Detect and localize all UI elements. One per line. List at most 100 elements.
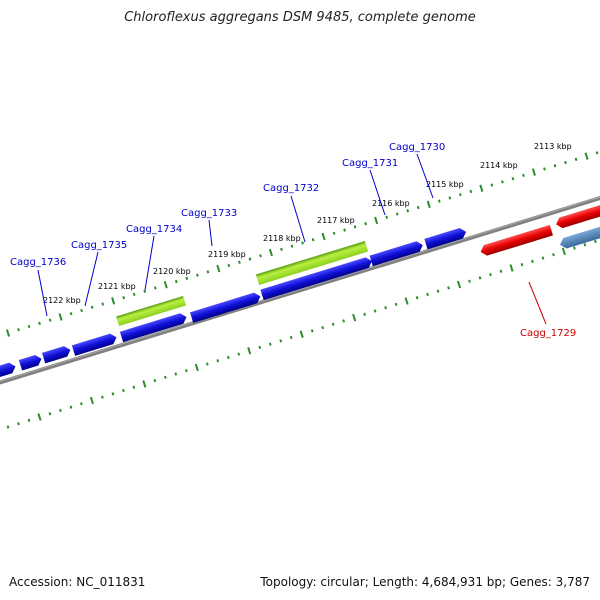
minor-tick: [406, 209, 410, 213]
accession-text: Accession: NC_011831: [9, 575, 146, 589]
minor-tick: [111, 392, 115, 396]
minor-tick: [499, 269, 503, 273]
major-tick: [58, 313, 63, 321]
minor-tick: [185, 276, 189, 280]
major-tick: [89, 396, 94, 405]
minor-tick: [48, 412, 52, 416]
minor-tick: [415, 296, 419, 300]
gene-label-cagg-1734: Cagg_1734: [126, 224, 182, 235]
major-tick: [404, 297, 409, 305]
minor-tick: [27, 324, 31, 329]
major-tick: [194, 363, 199, 372]
minor-tick: [543, 167, 546, 171]
minor-tick: [216, 359, 220, 363]
gene-label-cagg-1731: Cagg_1731: [342, 158, 398, 169]
minor-tick: [583, 243, 587, 247]
minor-tick: [385, 215, 389, 219]
major-tick: [531, 168, 536, 176]
minor-tick: [394, 302, 398, 306]
leader-cagg-1736: [37, 269, 48, 317]
minor-tick: [541, 256, 545, 260]
gene-label-cagg-1735: Cagg_1735: [71, 240, 127, 251]
major-tick: [142, 380, 147, 388]
minor-tick: [195, 273, 199, 277]
minor-tick: [573, 246, 576, 250]
gene-arrow: [369, 241, 423, 267]
leader-cagg-1731: [369, 169, 386, 216]
minor-tick: [331, 322, 335, 326]
minor-tick: [280, 247, 283, 251]
minor-tick: [279, 339, 283, 343]
minor-tick: [143, 289, 147, 293]
minor-tick: [447, 286, 450, 290]
genome-backbone: [0, 195, 600, 385]
scale-labels: 2122 kbp 2121 kbp 2120 kbp 2119 kbp 2118…: [43, 142, 572, 305]
minor-tick: [59, 408, 62, 413]
minor-tick: [80, 402, 83, 406]
gene-arrow-other: [560, 225, 600, 249]
minor-tick: [469, 189, 473, 194]
leader-cagg-1733: [208, 219, 213, 247]
minor-tick: [395, 212, 399, 216]
minor-tick: [310, 329, 314, 333]
minor-tick: [80, 308, 83, 313]
minor-tick: [553, 164, 557, 168]
minor-tick: [478, 276, 482, 280]
gene-arrow-small: [18, 354, 42, 371]
minor-tick: [384, 306, 387, 310]
gene-arrow-long: [260, 257, 372, 301]
major-tick: [561, 247, 566, 256]
major-tick: [216, 264, 221, 273]
genome-summary-text: Topology: circular; Length: 4,684,931 bp…: [260, 575, 590, 589]
minor-tick: [332, 231, 336, 235]
genome-backbone-highlight: [0, 196, 600, 382]
gene-arrow: [189, 292, 261, 323]
major-tick: [321, 232, 326, 241]
minor-tick: [373, 309, 377, 313]
leader-cagg-1732: [290, 195, 306, 243]
leader-cagg-1735: [84, 251, 99, 307]
scale-label-2120: 2120 kbp: [153, 267, 191, 276]
gene-arrow-left-edge: [0, 362, 16, 379]
minor-tick: [206, 270, 210, 274]
minor-tick: [436, 289, 440, 293]
minor-tick: [448, 196, 452, 200]
scale-label-2115: 2115 kbp: [426, 180, 464, 189]
inner-scale-ticks: [6, 239, 597, 429]
gene-label-cagg-1733: Cagg_1733: [181, 208, 237, 219]
scale-label-2118: 2118 kbp: [263, 234, 301, 243]
leader-cagg-1734: [144, 235, 155, 291]
minor-tick: [248, 257, 252, 261]
minor-tick: [132, 385, 136, 389]
minor-tick: [301, 241, 304, 245]
minor-tick: [289, 335, 293, 340]
minor-tick: [237, 352, 241, 356]
major-tick: [352, 313, 357, 322]
minor-tick: [122, 296, 126, 300]
major-tick: [37, 413, 42, 421]
scale-label-2113: 2113 kbp: [534, 142, 572, 151]
minor-tick: [27, 418, 31, 422]
minor-tick: [174, 372, 178, 376]
minor-tick: [564, 160, 567, 165]
minor-tick: [531, 259, 534, 264]
minor-tick: [90, 305, 94, 309]
outer-scale-ticks: [5, 151, 599, 337]
scale-label-2119: 2119 kbp: [208, 250, 246, 259]
minor-tick: [174, 279, 178, 284]
minor-tick: [426, 292, 429, 297]
minor-tick: [342, 319, 346, 323]
minor-tick: [122, 388, 125, 393]
gene-arrow: [119, 313, 187, 343]
minor-tick: [489, 273, 492, 277]
gene-arrow-highlight: [116, 295, 186, 327]
gene-label-cagg-1730: Cagg_1730: [389, 142, 445, 153]
major-tick: [111, 297, 116, 305]
minor-tick: [69, 405, 73, 409]
minor-tick: [227, 263, 231, 268]
scale-label-2121: 2121 kbp: [98, 282, 136, 291]
minor-tick: [520, 262, 524, 267]
scale-label-2117: 2117 kbp: [317, 216, 355, 225]
major-tick: [247, 347, 252, 355]
